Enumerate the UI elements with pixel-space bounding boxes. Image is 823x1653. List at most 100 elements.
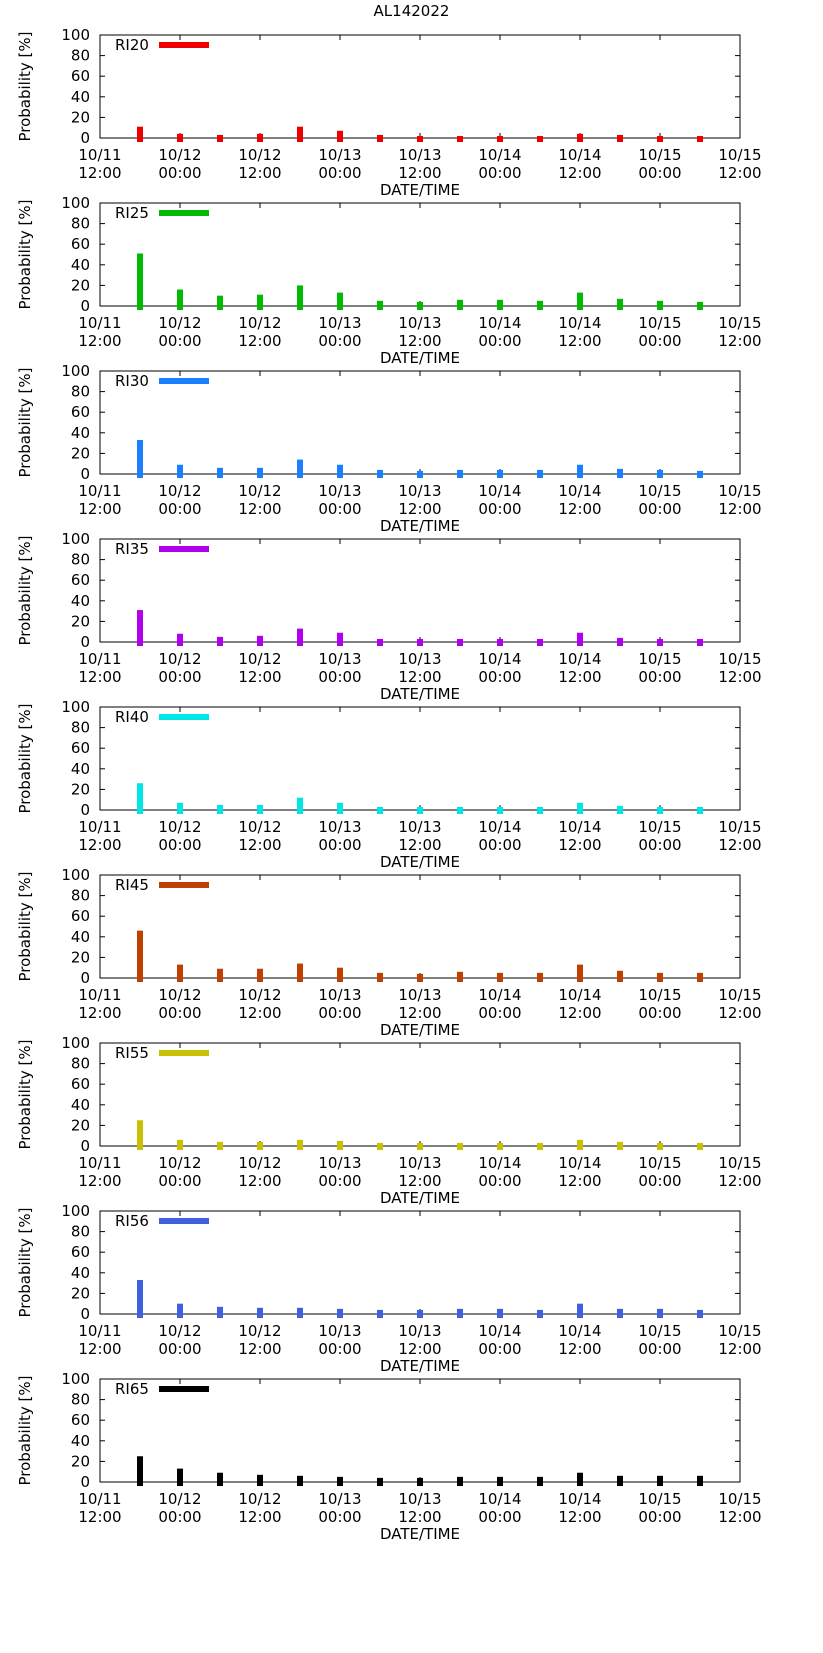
- bar: [297, 285, 303, 310]
- x-tick-label-date: 10/14: [558, 482, 601, 500]
- x-tick-label-time: 12:00: [78, 164, 121, 182]
- x-tick-label-date: 10/15: [638, 1322, 681, 1340]
- bar: [497, 972, 503, 982]
- x-tick-label-time: 00:00: [158, 1172, 201, 1190]
- x-tick-label-date: 10/14: [558, 146, 601, 164]
- x-tick-label-time: 12:00: [718, 1172, 761, 1190]
- x-tick-label-date: 10/11: [78, 650, 121, 668]
- bar: [257, 467, 263, 478]
- x-tick-label-date: 10/13: [318, 650, 361, 668]
- x-tick-label-time: 00:00: [318, 164, 361, 182]
- bar: [377, 300, 383, 310]
- bar: [417, 973, 423, 982]
- bar: [337, 464, 343, 478]
- y-tick-label: 40: [71, 88, 90, 106]
- bar: [697, 1142, 703, 1150]
- panel-ri20: 02040608010010/1112:0010/1200:0010/1212:…: [16, 26, 762, 199]
- y-tick-label: 100: [61, 362, 90, 380]
- x-tick-label-date: 10/12: [158, 314, 201, 332]
- x-tick-label-date: 10/12: [238, 650, 281, 668]
- y-tick-label: 60: [71, 235, 90, 253]
- x-tick-label-date: 10/14: [478, 146, 521, 164]
- x-tick-label-date: 10/14: [478, 1154, 521, 1172]
- bar: [297, 1307, 303, 1318]
- x-tick-label-date: 10/12: [238, 1490, 281, 1508]
- plot-frame: [99, 1210, 741, 1315]
- x-tick-label-time: 00:00: [318, 1172, 361, 1190]
- x-tick-label-time: 12:00: [558, 1340, 601, 1358]
- legend-swatch: [159, 210, 209, 216]
- legend-swatch: [159, 714, 209, 720]
- bar: [217, 134, 223, 142]
- x-tick-label-date: 10/13: [398, 650, 441, 668]
- y-axis-label: Probability [%]: [16, 871, 34, 981]
- x-tick-label-date: 10/12: [158, 818, 201, 836]
- y-tick-label: 20: [71, 1452, 90, 1470]
- x-tick-label-time: 12:00: [78, 1172, 121, 1190]
- x-tick-label-time: 12:00: [398, 836, 441, 854]
- y-tick-label: 0: [80, 801, 90, 819]
- y-tick-label: 80: [71, 719, 90, 737]
- bar: [657, 135, 663, 142]
- x-tick-label-date: 10/15: [638, 1490, 681, 1508]
- bar: [537, 638, 543, 646]
- x-tick-label-time: 12:00: [718, 332, 761, 350]
- bar: [577, 1303, 583, 1318]
- bar: [577, 802, 583, 814]
- bar: [657, 806, 663, 814]
- bar: [377, 806, 383, 814]
- y-tick-label: 40: [71, 1264, 90, 1282]
- bar: [257, 1141, 263, 1150]
- x-tick-label-time: 12:00: [718, 500, 761, 518]
- x-tick-label-time: 12:00: [78, 332, 121, 350]
- x-tick-label-date: 10/12: [158, 986, 201, 1004]
- plot-frame: [99, 1042, 741, 1147]
- bar: [657, 1142, 663, 1150]
- bar: [497, 469, 503, 478]
- bar: [497, 1308, 503, 1318]
- x-tick-label-date: 10/13: [398, 146, 441, 164]
- x-tick-label-time: 12:00: [718, 1340, 761, 1358]
- x-tick-label-time: 00:00: [638, 332, 681, 350]
- y-tick-label: 100: [61, 1034, 90, 1052]
- bar: [297, 628, 303, 646]
- bar: [697, 638, 703, 646]
- bar: [617, 1308, 623, 1318]
- x-tick-label-time: 12:00: [78, 1004, 121, 1022]
- bar: [217, 1306, 223, 1318]
- y-tick-label: 0: [80, 969, 90, 987]
- x-tick-label-date: 10/11: [78, 482, 121, 500]
- x-tick-label-date: 10/13: [398, 482, 441, 500]
- x-tick-label-time: 12:00: [238, 668, 281, 686]
- x-axis-label: DATE/TIME: [380, 1357, 460, 1375]
- bar: [257, 1307, 263, 1318]
- x-tick-label-date: 10/14: [558, 986, 601, 1004]
- bar: [537, 1309, 543, 1318]
- x-tick-label-date: 10/13: [398, 1322, 441, 1340]
- bar: [177, 133, 183, 142]
- x-tick-label-time: 12:00: [238, 836, 281, 854]
- bar: [137, 1456, 143, 1486]
- x-tick-label-date: 10/14: [558, 314, 601, 332]
- x-tick-label-time: 12:00: [78, 1508, 121, 1526]
- x-tick-label-time: 12:00: [398, 500, 441, 518]
- bar: [697, 972, 703, 982]
- x-tick-label-time: 12:00: [718, 668, 761, 686]
- x-tick-label-time: 12:00: [558, 1004, 601, 1022]
- bar: [417, 301, 423, 310]
- x-tick-label-date: 10/15: [718, 1154, 761, 1172]
- bar: [177, 1468, 183, 1486]
- bar: [617, 637, 623, 646]
- bar: [257, 804, 263, 814]
- x-axis-label: DATE/TIME: [380, 1525, 460, 1543]
- y-tick-label: 80: [71, 383, 90, 401]
- x-tick-label-date: 10/15: [718, 1322, 761, 1340]
- y-axis-label: Probability [%]: [16, 1039, 34, 1149]
- y-axis-label: Probability [%]: [16, 199, 34, 309]
- bar: [657, 972, 663, 982]
- x-tick-label-date: 10/12: [158, 1490, 201, 1508]
- x-tick-label-date: 10/14: [478, 1490, 521, 1508]
- bar: [497, 135, 503, 142]
- x-tick-label-date: 10/12: [158, 1322, 201, 1340]
- x-tick-label-time: 12:00: [558, 1172, 601, 1190]
